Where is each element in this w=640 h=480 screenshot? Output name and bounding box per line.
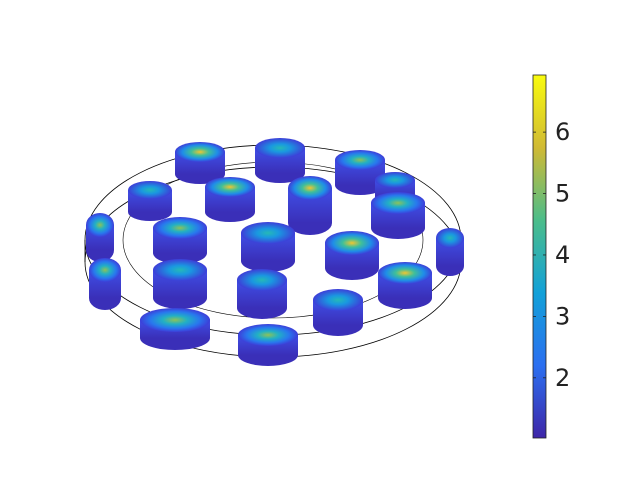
blob	[128, 181, 172, 221]
blob	[371, 192, 425, 239]
blob-top	[237, 269, 287, 291]
blob-top	[255, 138, 305, 158]
blob	[378, 262, 432, 309]
blob-top	[436, 228, 464, 248]
blob	[153, 259, 207, 309]
colorbar-tick-label: 6	[555, 118, 570, 146]
blob-top	[335, 150, 385, 170]
blob-top	[238, 324, 298, 346]
blob	[140, 308, 210, 350]
blob	[89, 258, 121, 310]
blob-top	[288, 176, 332, 200]
blob-top	[175, 142, 225, 162]
blob-top	[371, 192, 425, 214]
blob-top	[140, 308, 210, 332]
blob-top	[153, 217, 207, 239]
disk-scene	[84, 138, 464, 366]
blob	[313, 289, 363, 336]
blob-top	[86, 213, 114, 237]
blob	[288, 176, 332, 235]
blob	[237, 269, 287, 319]
blob-top	[378, 262, 432, 284]
blob	[238, 324, 298, 366]
blob	[175, 142, 225, 184]
blob-top	[205, 177, 255, 197]
blob	[436, 228, 464, 276]
blob	[335, 150, 385, 195]
blob-top	[241, 222, 295, 244]
blob-top	[128, 181, 172, 199]
colorbar-tick-label: 3	[555, 302, 570, 330]
blob	[325, 231, 379, 280]
blob-top	[153, 259, 207, 281]
colorbar-tick-label: 4	[555, 241, 570, 269]
blob	[86, 213, 114, 262]
blob	[241, 222, 295, 272]
blob	[255, 138, 305, 183]
colorbar	[532, 74, 547, 439]
colorbar-tick-label: 5	[555, 180, 570, 208]
blob-top	[325, 231, 379, 255]
blob-top	[313, 289, 363, 311]
blob	[153, 217, 207, 264]
colorbar-tick-label: 2	[555, 364, 570, 392]
blob	[205, 177, 255, 222]
blob-top	[375, 172, 415, 188]
blob-top	[89, 258, 121, 282]
